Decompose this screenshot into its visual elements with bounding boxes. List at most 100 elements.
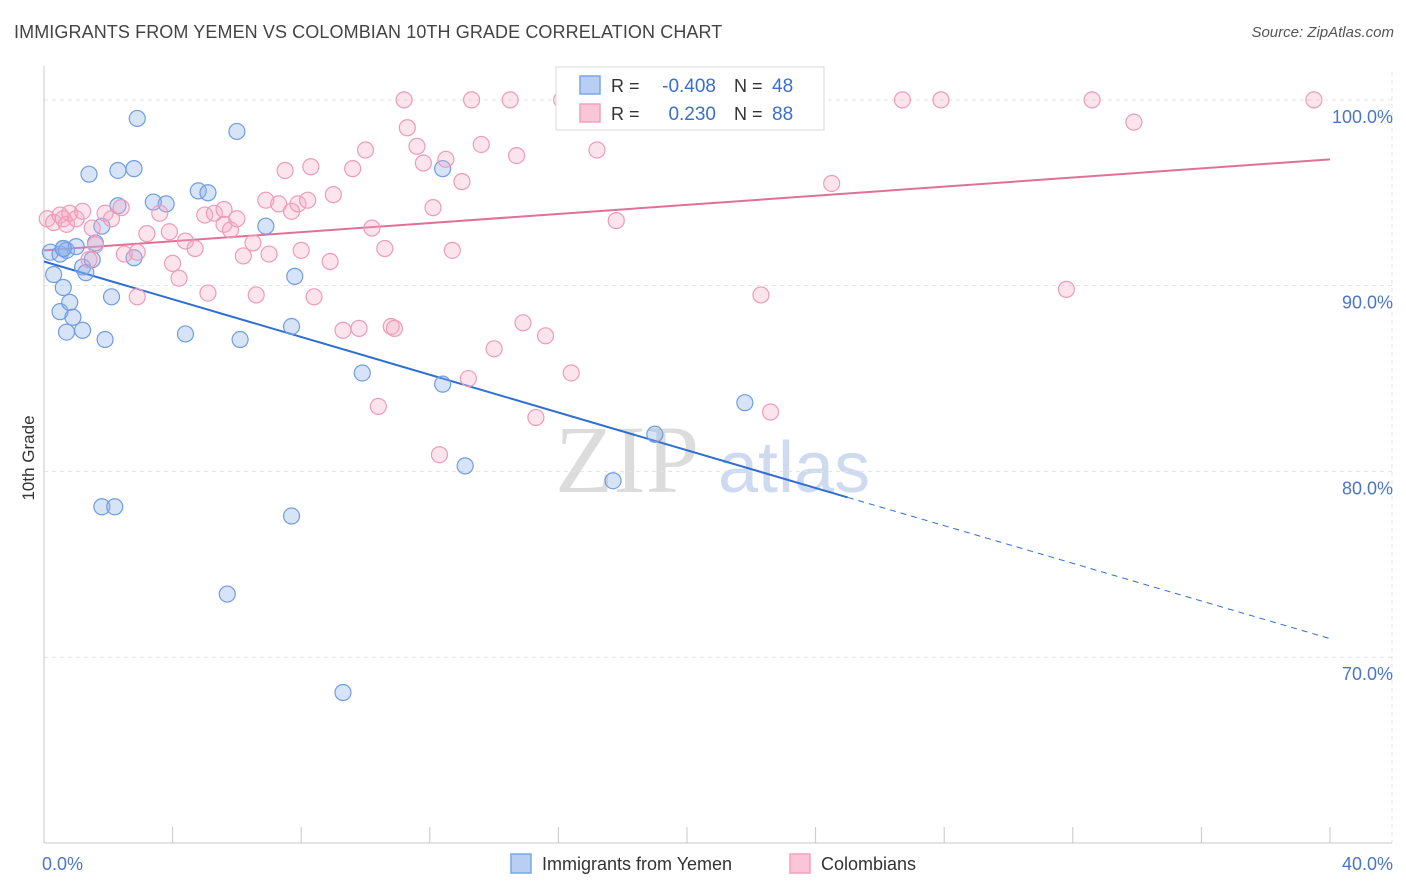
- point-colombians-47: [344, 160, 362, 178]
- point-colombians-49: [356, 141, 375, 159]
- point-colombians-67: [485, 340, 503, 358]
- y-tick-label-0: 100.0%: [1332, 107, 1393, 127]
- point-colombians-41: [299, 191, 317, 209]
- y-tick-label-2: 80.0%: [1342, 478, 1393, 498]
- legend-r-label-pink: R =: [611, 104, 640, 124]
- point-yemen-19: [102, 288, 121, 306]
- point-colombians-57: [408, 137, 426, 155]
- legend-n-label-pink: N =: [734, 104, 763, 124]
- point-colombians-14: [115, 245, 133, 263]
- point-yemen-8: [64, 308, 82, 326]
- point-colombians-60: [430, 446, 449, 464]
- point-colombians-55: [395, 91, 413, 109]
- point-colombians-21: [170, 269, 188, 287]
- x-tick-label-1: 40.0%: [1342, 854, 1393, 874]
- point-colombians-62: [443, 241, 461, 259]
- point-colombians-30: [228, 210, 246, 228]
- point-colombians-64: [459, 369, 477, 388]
- y-tick-label-3: 70.0%: [1342, 664, 1393, 684]
- point-yemen-7: [61, 293, 79, 311]
- legend-n-label-blue: N =: [734, 76, 763, 96]
- point-colombians-74: [562, 364, 580, 382]
- trend-line-colombians: [43, 158, 1331, 252]
- point-yemen-46: [334, 683, 352, 702]
- point-colombians-66: [472, 135, 490, 154]
- point-colombians-51: [369, 397, 387, 416]
- bottom-legend-swatch-pink: [789, 853, 811, 874]
- point-colombians-9: [83, 219, 101, 237]
- point-yemen-32: [257, 217, 275, 235]
- point-colombians-32: [244, 234, 262, 252]
- point-yemen-27: [176, 325, 195, 343]
- point-yemen-6: [57, 323, 76, 341]
- axes: [43, 66, 1392, 844]
- point-colombians-59: [424, 199, 442, 217]
- chart-title: IMMIGRANTS FROM YEMEN VS COLOMBIAN 10TH …: [14, 22, 723, 42]
- data-points: [38, 91, 1323, 702]
- point-colombians-56: [398, 119, 416, 137]
- point-colombians-65: [462, 91, 481, 109]
- point-yemen-38: [456, 457, 474, 475]
- point-yemen-1: [45, 265, 63, 284]
- legend-r-value-blue: -0.408: [662, 76, 716, 97]
- watermark-atlas: atlas: [718, 428, 870, 508]
- point-colombians-50: [363, 219, 381, 237]
- point-yemen-44: [282, 507, 301, 525]
- legend-top: R = -0.408 N = 48 R = 0.230 N = 88: [555, 66, 825, 131]
- point-yemen-45: [218, 585, 236, 603]
- point-colombians-63: [453, 173, 471, 191]
- source-credit: Source: ZipAtlas.com: [1251, 24, 1394, 41]
- point-colombians-54: [385, 319, 404, 337]
- point-colombians-40: [292, 241, 310, 259]
- point-colombians-7: [73, 202, 92, 220]
- tick-labels: 100.0% 90.0% 80.0% 70.0% 0.0% 40.0%: [42, 107, 1393, 874]
- point-colombians-25: [199, 284, 217, 302]
- point-yemen-35: [353, 364, 371, 382]
- point-colombians-78: [752, 286, 770, 304]
- point-yemen-39: [604, 472, 622, 490]
- point-colombians-13: [112, 199, 130, 217]
- point-colombians-42: [302, 158, 320, 176]
- legend-swatch-pink: [579, 103, 601, 123]
- point-colombians-75: [588, 141, 606, 159]
- point-colombians-16: [128, 288, 146, 306]
- point-colombians-84: [1057, 280, 1075, 298]
- point-yemen-21: [109, 161, 127, 180]
- point-yemen-42: [93, 498, 111, 516]
- point-colombians-58: [414, 154, 432, 172]
- point-colombians-85: [1083, 91, 1101, 109]
- point-colombians-18: [151, 204, 169, 222]
- point-yemen-15: [80, 165, 98, 183]
- point-yemen-29: [199, 184, 217, 202]
- point-colombians-4: [57, 215, 76, 233]
- point-yemen-40: [646, 425, 664, 443]
- point-yemen-14: [73, 321, 92, 339]
- point-colombians-10: [86, 236, 105, 254]
- point-yemen-41: [736, 394, 754, 412]
- point-yemen-18: [96, 330, 114, 349]
- point-colombians-43: [305, 288, 323, 306]
- point-yemen-22: [125, 160, 143, 178]
- y-axis-label: 10th Grade: [19, 415, 38, 500]
- point-yemen-31: [231, 330, 249, 349]
- point-colombians-61: [437, 150, 455, 168]
- point-yemen-43: [106, 498, 124, 516]
- legend-bottom: Immigrants from Yemen Colombians: [510, 853, 916, 874]
- point-colombians-71: [527, 408, 545, 427]
- point-colombians-19: [160, 223, 178, 241]
- point-yemen-26: [157, 195, 175, 213]
- point-colombians-87: [1305, 91, 1323, 109]
- point-colombians-68: [501, 91, 519, 109]
- point-yemen-34: [282, 317, 301, 336]
- point-yemen-37: [434, 375, 452, 393]
- point-yemen-24: [125, 249, 143, 267]
- point-colombians-27: [215, 200, 233, 219]
- watermark: ZIP atlas: [555, 406, 870, 513]
- bottom-legend-label-pink: Colombians: [821, 854, 916, 874]
- point-colombians-79: [761, 403, 780, 421]
- point-yemen-36: [434, 160, 452, 178]
- point-colombians-26: [205, 204, 223, 222]
- legend-n-value-pink: 88: [772, 104, 793, 125]
- trend-line-yemen: [43, 260, 849, 499]
